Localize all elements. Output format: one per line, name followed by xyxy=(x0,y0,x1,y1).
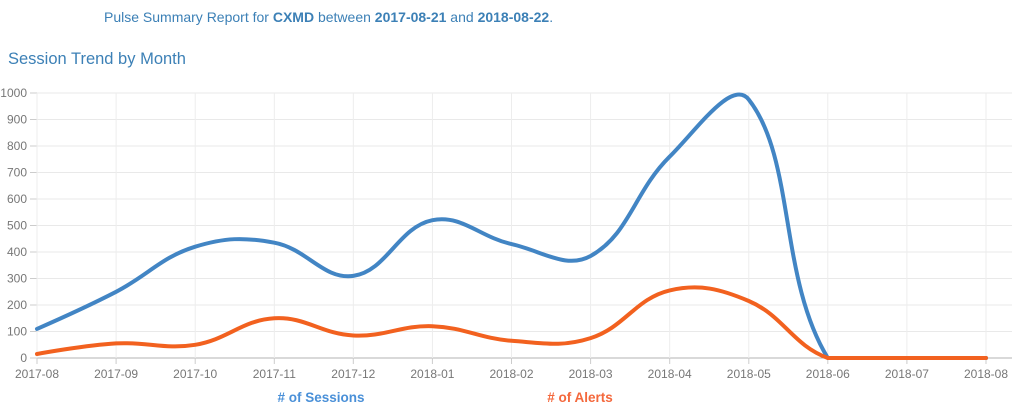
x-axis-label: 2017-11 xyxy=(253,367,296,381)
report-end-date: 2018-08-22 xyxy=(477,9,550,25)
section-title: Session Trend by Month xyxy=(8,50,186,68)
y-axis-label: 100 xyxy=(7,325,27,339)
y-axis-label: 400 xyxy=(7,245,27,259)
x-axis-label: 2018-01 xyxy=(410,367,454,381)
x-axis-label: 2018-04 xyxy=(648,367,692,381)
x-axis-label: 2018-03 xyxy=(569,367,613,381)
x-axis-label: 2018-05 xyxy=(727,367,771,381)
x-axis-label: 2017-12 xyxy=(331,367,375,381)
x-axis-label: 2017-10 xyxy=(173,367,217,381)
legend-item-sessions[interactable]: # of Sessions xyxy=(277,390,365,405)
x-axis-label: 2018-02 xyxy=(489,367,533,381)
report-client-name: CXMD xyxy=(272,9,315,25)
series-line-sessions xyxy=(35,92,988,361)
report-title-between: between xyxy=(314,9,375,25)
y-axis-label: 700 xyxy=(7,166,27,180)
legend-item-alerts[interactable]: # of Alerts xyxy=(547,390,613,405)
series-line-alerts xyxy=(35,285,988,361)
report-title-period: . xyxy=(549,9,554,25)
report-start-date: 2017-08-21 xyxy=(374,9,447,25)
report-title: Pulse Summary Report for CXMD between 20… xyxy=(104,9,553,25)
x-axis-label: 2017-09 xyxy=(94,367,138,381)
y-axis-label: 1000 xyxy=(0,86,27,100)
y-axis-label: 600 xyxy=(7,192,27,206)
x-axis-label: 2017-08 xyxy=(15,367,59,381)
x-axis-label: 2018-08 xyxy=(964,367,1008,381)
y-axis-label: 800 xyxy=(7,139,27,153)
y-axis-label: 300 xyxy=(7,272,27,286)
y-axis-label: 900 xyxy=(7,113,27,127)
report-title-and: and xyxy=(446,9,478,25)
x-axis-label: 2018-06 xyxy=(806,367,850,381)
report-title-prefix: Pulse Summary Report for xyxy=(104,9,273,25)
y-axis-label: 200 xyxy=(7,298,27,312)
y-axis-label: 0 xyxy=(20,351,27,365)
y-axis-label: 500 xyxy=(7,219,27,233)
x-axis-label: 2018-07 xyxy=(885,367,929,381)
